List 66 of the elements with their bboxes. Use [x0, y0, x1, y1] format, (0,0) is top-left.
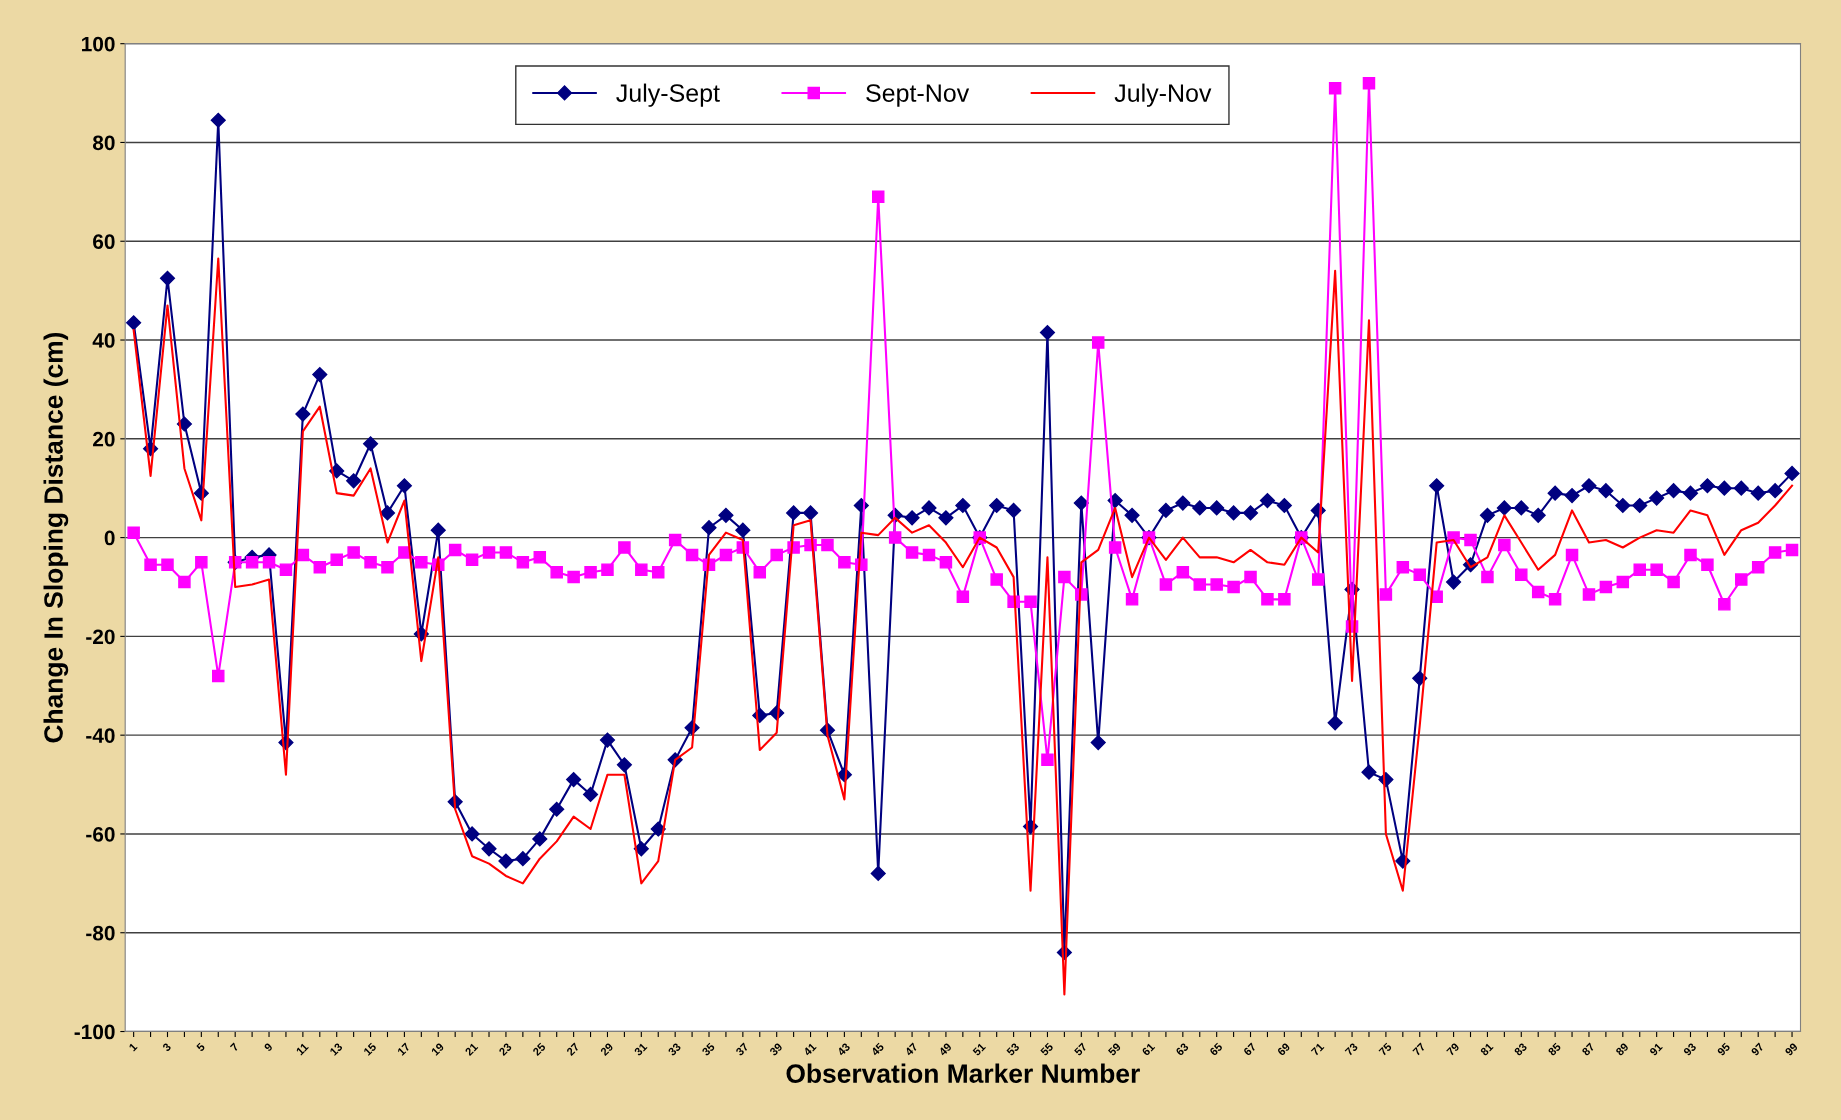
x-tick-label: 97: [1750, 1042, 1765, 1057]
x-tick-label: 39: [769, 1042, 783, 1057]
x-tick-label: 3: [162, 1042, 172, 1052]
x-tick-label: 43: [836, 1042, 851, 1057]
x-tick-label: 17: [397, 1042, 411, 1056]
y-tick-label: -60: [86, 826, 115, 842]
x-axis-title: Observation Marker Number: [786, 1063, 1140, 1083]
x-tick-label: 51: [972, 1042, 987, 1057]
y-tick-label: 0: [104, 530, 115, 546]
x-tick-label: 35: [701, 1042, 716, 1057]
x-tick-label: 33: [667, 1042, 682, 1057]
x-tick-label: 77: [1412, 1042, 1426, 1057]
x-tick-label: 15: [363, 1042, 377, 1056]
legend-label: July-Nov: [1114, 83, 1212, 107]
x-tick-label: 93: [1682, 1042, 1697, 1057]
x-tick-label: 55: [1039, 1042, 1054, 1057]
x-tick-label: 21: [464, 1042, 479, 1057]
x-tick-label: 9: [263, 1042, 274, 1052]
y-tick-label: -40: [86, 728, 115, 743]
y-tick-label: -100: [74, 1024, 115, 1040]
x-tick-label: 7: [229, 1042, 240, 1052]
y-tick-label: 100: [82, 36, 115, 52]
x-tick-label: 45: [870, 1042, 885, 1057]
x-tick-label: 5: [196, 1042, 206, 1052]
x-tick-label: 75: [1378, 1042, 1393, 1057]
x-tick-label: 89: [1615, 1042, 1629, 1057]
y-tick-label: 40: [92, 333, 115, 348]
x-tick-label: 47: [904, 1042, 919, 1057]
x-tick-label: 65: [1209, 1042, 1223, 1057]
x-tick-label: 63: [1175, 1042, 1190, 1057]
x-tick-label: 99: [1784, 1042, 1799, 1057]
x-tick-label: 19: [430, 1042, 445, 1056]
y-tick-label: 60: [93, 234, 115, 249]
x-tick-label: 87: [1581, 1042, 1596, 1057]
x-tick-label: 95: [1716, 1042, 1731, 1057]
x-tick-label: 53: [1006, 1042, 1020, 1057]
x-tick-label: 31: [633, 1042, 648, 1057]
x-tick-label: 27: [566, 1042, 580, 1057]
x-tick-label: 57: [1073, 1042, 1088, 1057]
x-tick-label: 11: [295, 1042, 309, 1056]
x-tick-label: 1: [128, 1042, 138, 1052]
y-tick-label: 20: [93, 431, 115, 447]
x-tick-label: 37: [735, 1042, 749, 1057]
x-tick-label: 23: [498, 1042, 513, 1057]
x-tick-label: 59: [1107, 1042, 1122, 1057]
x-tick-label: 61: [1141, 1042, 1156, 1057]
legend-label: Sept-Nov: [866, 84, 970, 107]
y-tick-label: -80: [86, 925, 115, 941]
x-tick-label: 41: [802, 1042, 817, 1057]
legend-label: July-Sept: [616, 83, 720, 107]
y-axis-title: Change In Sloping Distance (cm): [43, 332, 69, 743]
x-tick-label: 25: [532, 1042, 547, 1057]
x-tick-label: 67: [1242, 1042, 1257, 1057]
x-tick-label: 85: [1547, 1042, 1562, 1057]
x-tick-label: 73: [1344, 1042, 1359, 1057]
x-tick-label: 81: [1479, 1042, 1494, 1057]
y-tick-label: -20: [86, 629, 115, 645]
x-tick-label: 83: [1513, 1042, 1528, 1057]
x-tick-label: 69: [1276, 1042, 1291, 1057]
x-tick-label: 79: [1446, 1042, 1460, 1057]
x-tick-label: 13: [329, 1042, 343, 1056]
x-tick-label: 91: [1649, 1042, 1663, 1057]
y-tick-label: 80: [92, 135, 115, 151]
x-tick-label: 49: [938, 1042, 953, 1057]
x-tick-label: 29: [599, 1042, 614, 1057]
x-tick-label: 71: [1310, 1042, 1325, 1057]
